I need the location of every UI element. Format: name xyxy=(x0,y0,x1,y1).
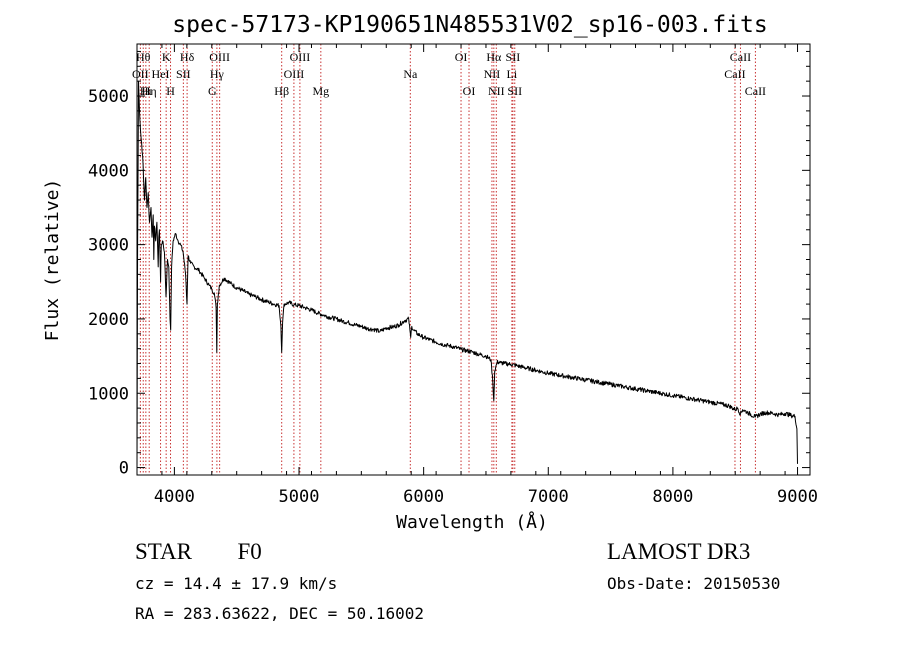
x-tick-label: 8000 xyxy=(652,487,693,507)
spectrum-series xyxy=(136,80,798,468)
y-tick-label: 5000 xyxy=(88,87,129,107)
line-label-12: Hβ xyxy=(274,84,289,98)
line-label-24: SII xyxy=(507,84,522,98)
line-label-13: OIII xyxy=(284,67,305,81)
y-tick-label: 4000 xyxy=(88,161,129,181)
line-label-7: SII xyxy=(176,67,191,81)
line-label-27: CaII xyxy=(745,84,766,98)
plot-frame xyxy=(136,43,811,476)
chart-title: spec-57173-KP190651N485531V02_sp16-003.f… xyxy=(172,12,767,38)
redshift-text: cz = 14.4 ± 17.9 km/s xyxy=(135,574,338,593)
y-tick-label: 3000 xyxy=(88,236,129,256)
line-label-19: NII xyxy=(484,67,501,81)
line-label-11: OIII xyxy=(209,50,230,64)
line-label-14: OIII xyxy=(290,50,311,64)
object-class: STAR F0 xyxy=(135,539,262,565)
line-label-22: Li xyxy=(507,67,518,81)
line-label-20: Hα xyxy=(486,50,502,64)
line-label-26: CaII xyxy=(730,50,751,64)
spectral-line-labels: OIIHθHιHηHeIKHSIIHδGHγOIIIHβOIIIOIIIMgNa… xyxy=(132,50,766,98)
line-label-16: Na xyxy=(403,67,418,81)
x-tick-label: 7000 xyxy=(528,487,569,507)
y-tick-label: 0 xyxy=(119,459,129,479)
subclass-label: F0 xyxy=(237,539,262,564)
line-label-25: CaII xyxy=(724,67,745,81)
axis-ticks xyxy=(136,44,811,475)
x-axis-label: Wavelength (Å) xyxy=(396,511,548,533)
coordinates-text: RA = 283.63622, DEC = 50.16002 xyxy=(135,604,424,623)
tick-labels: 4000 5000 6000 7000 8000 9000 0 1000 2000 3000 400… xyxy=(88,87,818,507)
survey-label: LAMOST DR3 xyxy=(607,539,751,564)
line-label-5: K xyxy=(162,50,171,64)
line-label-23: SII xyxy=(506,50,521,64)
line-label-10: Hγ xyxy=(210,67,225,81)
line-label-15: Mg xyxy=(312,84,329,98)
line-label-17: OI xyxy=(455,50,468,64)
line-label-4: HeI xyxy=(152,67,170,81)
obs-date-text: Obs-Date: 20150530 xyxy=(607,574,781,593)
y-tick-label: 2000 xyxy=(88,310,129,330)
line-label-18: OI xyxy=(463,84,476,98)
line-label-0: OII xyxy=(132,67,149,81)
x-tick-label: 4000 xyxy=(154,487,195,507)
y-tick-label: 1000 xyxy=(88,384,129,404)
line-label-6: H xyxy=(166,84,175,98)
y-axis-label: Flux (relative) xyxy=(42,179,63,342)
class-label: STAR xyxy=(135,539,192,564)
spectral-line-markers xyxy=(139,44,756,475)
line-label-9: G xyxy=(208,84,217,98)
x-tick-label: 9000 xyxy=(777,487,818,507)
line-label-21: NII xyxy=(488,84,505,98)
line-label-3: Hη xyxy=(142,84,157,98)
line-label-1: Hθ xyxy=(136,50,151,64)
x-tick-label: 5000 xyxy=(279,487,320,507)
line-label-8: Hδ xyxy=(180,50,195,64)
spectrum-line-0 xyxy=(136,80,798,468)
line-label-2: Hι xyxy=(140,84,153,98)
x-tick-label: 6000 xyxy=(403,487,444,507)
